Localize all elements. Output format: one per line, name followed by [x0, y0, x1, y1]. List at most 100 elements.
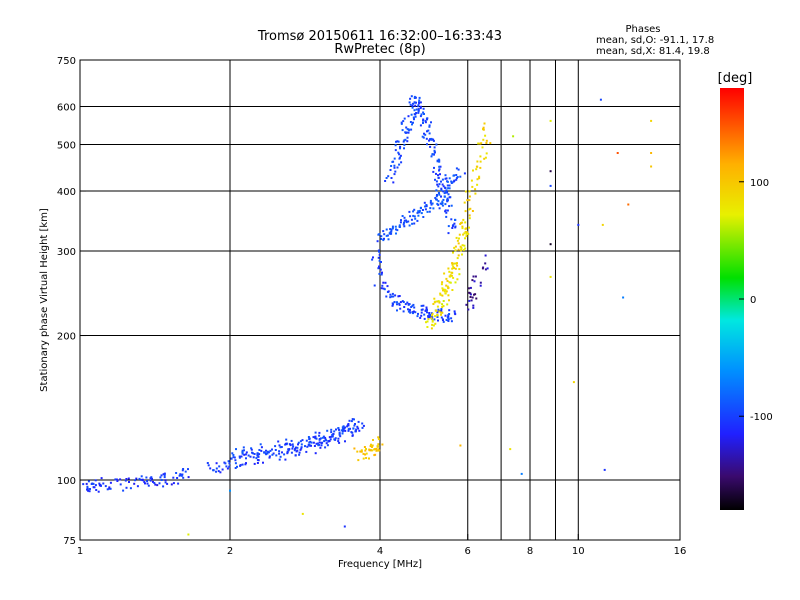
data-point: [549, 184, 552, 187]
data-point: [408, 224, 411, 227]
data-point: [322, 435, 325, 438]
data-point: [454, 267, 457, 270]
data-point: [241, 449, 244, 452]
data-point: [441, 200, 444, 203]
data-point: [275, 454, 278, 457]
data-point: [129, 487, 132, 490]
data-point: [271, 448, 273, 451]
data-point: [241, 463, 244, 466]
data-point: [385, 295, 388, 298]
data-point: [437, 176, 440, 179]
data-point: [403, 221, 405, 224]
data-point: [233, 456, 236, 459]
data-point: [140, 478, 143, 481]
data-point: [437, 203, 440, 206]
data-point: [375, 449, 378, 452]
data-point: [489, 142, 492, 145]
data-point: [422, 111, 425, 114]
data-point: [473, 293, 475, 296]
data-point: [455, 167, 458, 170]
data-point: [380, 273, 383, 276]
data-point: [432, 207, 435, 210]
data-point: [278, 458, 281, 461]
data-point: [432, 139, 435, 142]
data-point: [512, 135, 515, 138]
data-point: [369, 445, 372, 448]
data-point: [471, 279, 474, 282]
data-point: [406, 136, 409, 139]
data-point: [434, 178, 436, 181]
data-point: [445, 191, 448, 194]
data-point: [429, 138, 432, 141]
phases-line-o: mean, sd,O: -91.1, 17.8: [596, 35, 714, 46]
data-point: [395, 232, 397, 235]
data-point: [252, 456, 255, 459]
data-point: [455, 236, 458, 239]
data-point: [243, 449, 245, 452]
data-point: [236, 465, 238, 468]
data-point: [310, 444, 312, 447]
data-point: [348, 419, 351, 422]
data-point: [407, 220, 410, 223]
data-point: [256, 452, 259, 455]
data-point: [440, 203, 443, 206]
y-axis-label: Stationary phase Virtual Height [km]: [39, 208, 50, 392]
data-point: [443, 192, 446, 195]
data-point: [363, 446, 366, 448]
data-point: [412, 312, 414, 315]
data-point: [432, 138, 435, 141]
data-point: [413, 118, 415, 121]
data-point: [357, 427, 360, 430]
data-point: [469, 286, 472, 289]
data-point: [418, 211, 421, 214]
data-point: [458, 268, 461, 271]
data-point: [467, 287, 470, 290]
data-point: [318, 431, 321, 434]
data-point: [464, 190, 467, 193]
data-point: [445, 211, 448, 214]
data-point: [441, 303, 444, 306]
data-point: [650, 152, 653, 154]
data-point: [256, 462, 259, 464]
data-point: [465, 235, 468, 238]
data-point: [448, 196, 451, 199]
data-point: [433, 149, 436, 152]
data-point: [86, 488, 89, 491]
data-point: [391, 227, 394, 230]
data-point: [422, 118, 425, 121]
data-point: [178, 474, 181, 477]
data-point: [354, 423, 356, 425]
data-point: [160, 479, 163, 481]
data-point: [356, 450, 359, 453]
data-point: [431, 316, 434, 318]
data-point: [333, 438, 336, 441]
data-point: [411, 106, 414, 109]
data-point: [448, 281, 451, 284]
data-point: [380, 261, 382, 263]
data-point: [419, 107, 422, 110]
data-point: [465, 232, 468, 235]
data-point: [403, 225, 406, 228]
data-point: [255, 457, 258, 460]
data-point: [395, 140, 397, 143]
data-point: [324, 446, 327, 449]
data-point: [299, 448, 302, 451]
data-point: [398, 224, 401, 227]
data-point: [390, 295, 393, 298]
data-point: [383, 237, 385, 240]
data-point: [427, 318, 430, 321]
data-point: [333, 430, 336, 433]
data-point: [469, 292, 472, 295]
data-point: [308, 444, 311, 447]
data-point: [444, 174, 447, 177]
data-point: [226, 467, 229, 470]
data-point: [422, 107, 425, 110]
data-point: [460, 247, 463, 250]
data-point: [163, 474, 166, 477]
data-point: [326, 429, 329, 432]
data-point: [423, 317, 426, 320]
data-point: [357, 420, 360, 423]
data-point: [365, 448, 367, 450]
data-point: [445, 290, 448, 293]
data-point: [458, 233, 461, 236]
